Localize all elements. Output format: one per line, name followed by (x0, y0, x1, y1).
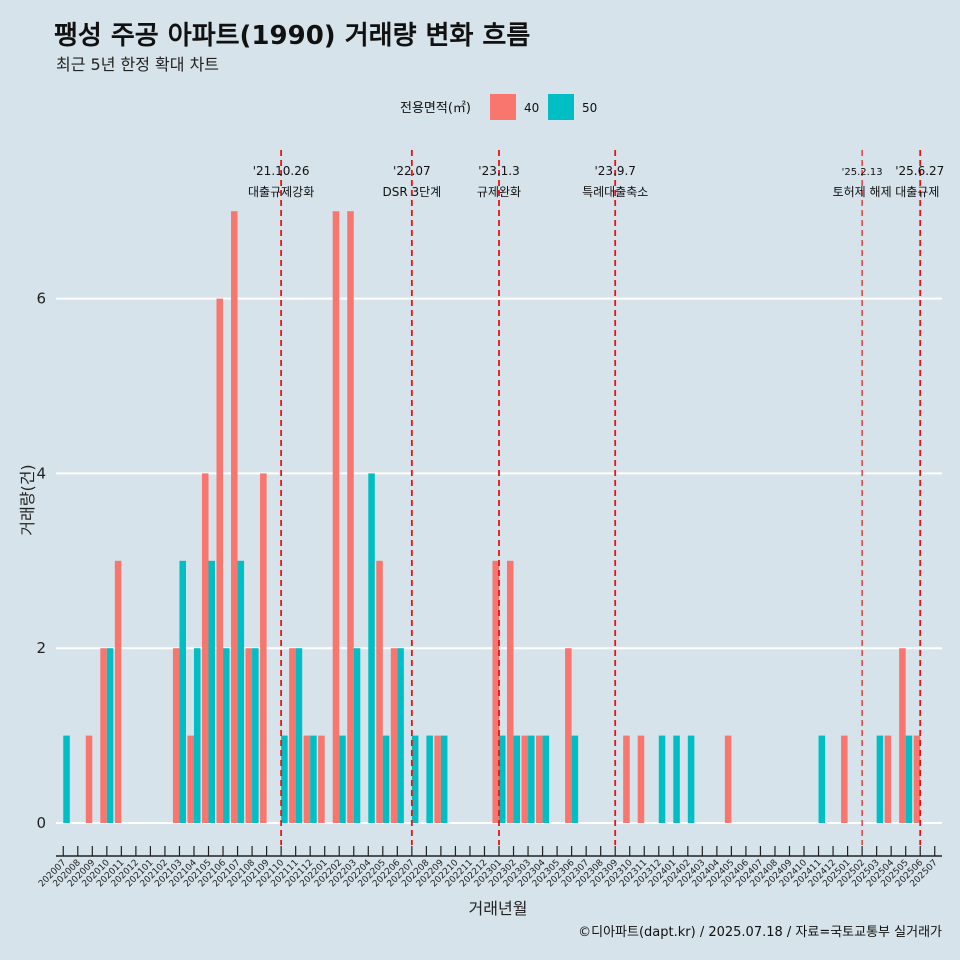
bar-40-202505 (899, 648, 906, 823)
chart-subtitle: 최근 5년 한정 확대 차트 (56, 55, 219, 74)
bar-50-202411 (818, 735, 826, 823)
bar-50-202206 (397, 648, 404, 823)
bar-50-202204 (368, 473, 375, 823)
bar-50-202202 (339, 735, 346, 823)
event-label: 대출규제 (895, 185, 939, 199)
event-date: '23.9.7 (594, 164, 635, 178)
y-tick-label: 6 (36, 290, 46, 308)
bar-40-202302 (506, 560, 514, 823)
bar-50-202303 (528, 735, 535, 823)
bar-50-202112 (310, 735, 317, 823)
bar-50-202304 (542, 735, 550, 823)
event-markers: '21.10.26 대출규제강화 '22.07 DSR 3단계 '23.1.3 규제완화 '… (248, 150, 944, 845)
event-label: 규제완화 (477, 185, 521, 199)
bar-40-202009 (85, 735, 93, 823)
bar-50-202302 (513, 735, 521, 823)
legend-title: 전용면적(㎡) (400, 101, 471, 116)
bar-50-202205 (382, 735, 390, 823)
event-label: 토허제 해제 (833, 185, 892, 199)
bar-50-202402 (687, 735, 695, 823)
bar-40-202501 (841, 735, 848, 823)
bar-50-202106 (223, 648, 230, 823)
bar-40-202011 (114, 560, 122, 823)
bar-40-202105 (201, 473, 209, 823)
bar-50-202301 (499, 735, 506, 823)
y-tick-label: 4 (36, 464, 46, 482)
event-date: '25.6.27 (895, 164, 944, 178)
bar-40-202304 (536, 735, 543, 823)
caption: ©디아파트(dapt.kr) / 2025.07.18 / 자료=국토교통부 실… (578, 925, 942, 940)
event-date: '25.2.13 (842, 167, 883, 178)
y-tick-label: 2 (36, 639, 46, 657)
bar-40-202010 (100, 648, 107, 823)
bar-40-202109 (260, 473, 267, 823)
legend-label-40: 40 (524, 101, 539, 115)
bar-40-202108 (245, 648, 253, 823)
bar-40-202103 (172, 648, 180, 823)
bar-40-202104 (187, 735, 194, 823)
bar-40-202201 (318, 735, 325, 823)
bar-40-202504 (884, 735, 892, 823)
event-label: 특례대출축소 (582, 185, 648, 199)
bar-40-202202 (332, 211, 340, 823)
y-axis-title: 거래량(건) (18, 464, 37, 535)
event-label: DSR 3단계 (382, 185, 441, 199)
bar-40-202405 (724, 735, 732, 823)
bar-50-202401 (673, 735, 680, 823)
bar-40-202311 (637, 735, 645, 823)
bar-50-202105 (208, 560, 216, 823)
legend: 전용면적(㎡) 40 50 (400, 94, 597, 120)
bar-40-202203 (347, 211, 354, 823)
event-label: 대출규제강화 (248, 185, 314, 199)
bar-40-202111 (289, 648, 296, 823)
event-date: '22.07 (393, 164, 431, 178)
bar-40-202112 (303, 735, 311, 823)
bar-50-202108 (252, 648, 259, 823)
bar-50-202110 (281, 735, 288, 823)
bar-40-202107 (231, 211, 238, 823)
bar-40-202306 (565, 648, 572, 823)
bars (63, 211, 921, 824)
bar-50-202503 (876, 735, 884, 823)
bar-40-202310 (623, 735, 630, 823)
bar-50-202104 (193, 648, 201, 823)
chart-title: 팽성 주공 아파트(1990) 거래량 변화 흐름 (54, 21, 530, 51)
legend-swatch-40 (490, 94, 516, 120)
bar-40-202506 (913, 735, 921, 823)
bar-50-202010 (106, 648, 114, 823)
bar-50-202111 (295, 648, 303, 823)
y-axis-ticks: 0 2 4 6 (36, 290, 46, 832)
bar-50-202207 (411, 735, 419, 823)
bar-50-202107 (237, 560, 245, 823)
bar-40-202301 (492, 560, 499, 823)
legend-label-50: 50 (582, 101, 597, 115)
bar-40-202303 (521, 735, 529, 823)
bar-40-202209 (434, 735, 441, 823)
bar-50-202103 (179, 560, 186, 823)
bar-50-202209 (440, 735, 448, 823)
bar-50-202306 (571, 735, 579, 823)
x-axis: 2020072020082020092020102020112020122021… (37, 846, 942, 889)
legend-swatch-50 (548, 94, 574, 120)
bar-40-202206 (390, 648, 398, 823)
bar-50-202203 (353, 648, 361, 823)
bar-50-202312 (658, 735, 666, 823)
x-axis-title: 거래년월 (469, 899, 528, 918)
bar-50-202208 (426, 735, 433, 823)
bar-40-202205 (376, 560, 383, 823)
bar-50-202505 (905, 735, 913, 823)
bar-50-202007 (63, 735, 70, 823)
event-date: '21.10.26 (253, 164, 310, 178)
event-date: '23.1.3 (478, 164, 519, 178)
y-tick-label: 0 (36, 814, 46, 832)
bar-40-202106 (216, 298, 224, 824)
